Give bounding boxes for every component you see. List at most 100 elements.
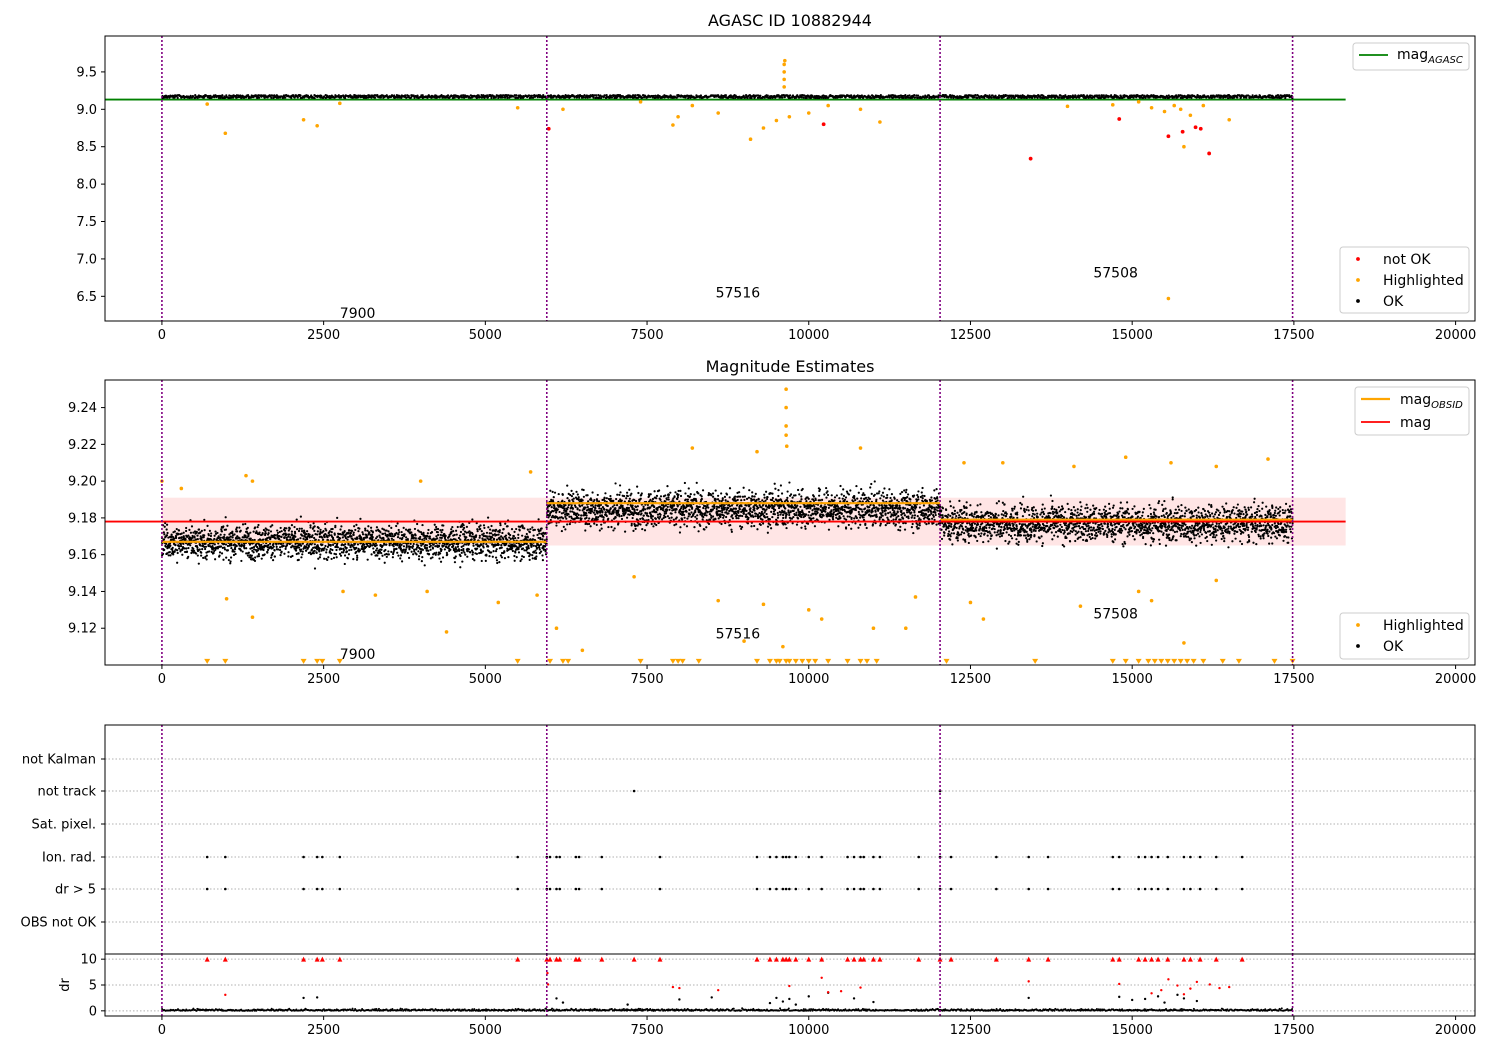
ok-point xyxy=(497,95,500,98)
legend-label-main: Highlighted xyxy=(1383,273,1464,289)
ok-point xyxy=(280,530,283,533)
ok-point xyxy=(247,534,250,538)
ok-point xyxy=(305,549,308,552)
ok-point xyxy=(1102,94,1105,97)
ok-point xyxy=(425,537,428,541)
ok-point xyxy=(626,494,629,498)
x-tick-label: 0 xyxy=(158,328,166,343)
ok-point xyxy=(592,96,595,99)
ok-point xyxy=(387,550,390,553)
ok-point xyxy=(471,553,474,556)
ok-point xyxy=(641,527,644,531)
ok-point xyxy=(309,526,312,529)
legend-label: OK xyxy=(1383,294,1404,310)
ok-point xyxy=(604,511,607,514)
ok-point xyxy=(392,545,395,548)
ok-point xyxy=(1141,94,1144,97)
ok-point xyxy=(375,544,378,547)
ok-point xyxy=(789,94,792,97)
ok-point xyxy=(214,530,217,533)
ok-point xyxy=(222,535,226,539)
ok-point xyxy=(664,512,668,515)
ok-point xyxy=(326,558,329,562)
ok-point xyxy=(240,96,243,100)
ok-point xyxy=(576,493,579,496)
ok-point xyxy=(618,493,621,496)
ok-point xyxy=(537,518,540,521)
ok-point xyxy=(176,551,179,555)
ok-point xyxy=(499,94,502,97)
ok-point xyxy=(1098,94,1101,97)
ok-point xyxy=(419,535,422,539)
ok-point xyxy=(1132,96,1135,99)
ok-point xyxy=(1058,96,1061,99)
highlighted-point xyxy=(806,111,811,115)
ok-point xyxy=(334,553,338,556)
highlighted-point xyxy=(1172,103,1177,108)
ok-point xyxy=(412,536,416,539)
ok-point xyxy=(391,94,394,98)
ok-point xyxy=(513,554,516,558)
ok-point xyxy=(699,94,703,97)
ok-point xyxy=(313,529,316,532)
ok-point xyxy=(383,561,386,564)
ok-point xyxy=(356,543,360,546)
ok-point xyxy=(180,532,183,535)
ok-point xyxy=(435,525,438,529)
ok-point xyxy=(441,556,445,559)
ok-point xyxy=(652,94,655,98)
ok-point xyxy=(421,94,424,97)
ok-point xyxy=(483,96,486,99)
ok-point xyxy=(357,530,360,533)
ok-point xyxy=(1025,96,1028,99)
ok-point xyxy=(257,94,260,97)
ok-point xyxy=(653,505,656,509)
ok-point xyxy=(898,96,901,99)
ok-point xyxy=(207,534,210,537)
ok-point xyxy=(436,537,439,540)
ok-point xyxy=(976,96,979,100)
ok-point xyxy=(172,553,175,556)
ok-point xyxy=(400,96,403,99)
ok-point xyxy=(273,555,276,558)
ok-point xyxy=(326,94,329,98)
ok-point xyxy=(494,96,497,99)
ok-point xyxy=(402,545,406,548)
ok-point xyxy=(414,537,417,540)
ok-point xyxy=(476,96,479,99)
ok-point xyxy=(167,554,170,557)
ok-point xyxy=(205,558,208,561)
ok-point xyxy=(397,554,400,557)
ok-point xyxy=(575,96,578,99)
ok-point xyxy=(514,537,517,540)
ok-point xyxy=(245,547,248,550)
ok-point xyxy=(582,488,585,492)
ok-point xyxy=(429,544,432,547)
ok-point xyxy=(466,555,469,558)
ok-point xyxy=(666,485,669,488)
ok-point xyxy=(483,526,486,530)
ok-point xyxy=(878,96,882,100)
ok-point xyxy=(179,545,183,548)
ok-point xyxy=(421,543,424,546)
ok-point xyxy=(455,529,458,532)
ok-point xyxy=(216,531,219,535)
ok-point xyxy=(185,547,188,550)
ok-point xyxy=(196,546,199,549)
ok-point xyxy=(471,551,475,554)
ok-point xyxy=(609,507,612,510)
ok-point xyxy=(479,527,482,531)
ok-point xyxy=(586,494,589,497)
ok-point xyxy=(598,507,601,510)
ok-point xyxy=(593,522,596,525)
ok-point xyxy=(323,546,326,550)
ok-point xyxy=(370,553,373,556)
ok-point xyxy=(326,536,329,539)
ok-point xyxy=(653,490,656,493)
ok-point xyxy=(628,513,631,516)
ok-point xyxy=(1048,94,1052,97)
ok-point xyxy=(744,94,748,97)
ok-point xyxy=(686,94,689,97)
ok-point xyxy=(542,535,545,538)
ok-point xyxy=(527,547,530,550)
